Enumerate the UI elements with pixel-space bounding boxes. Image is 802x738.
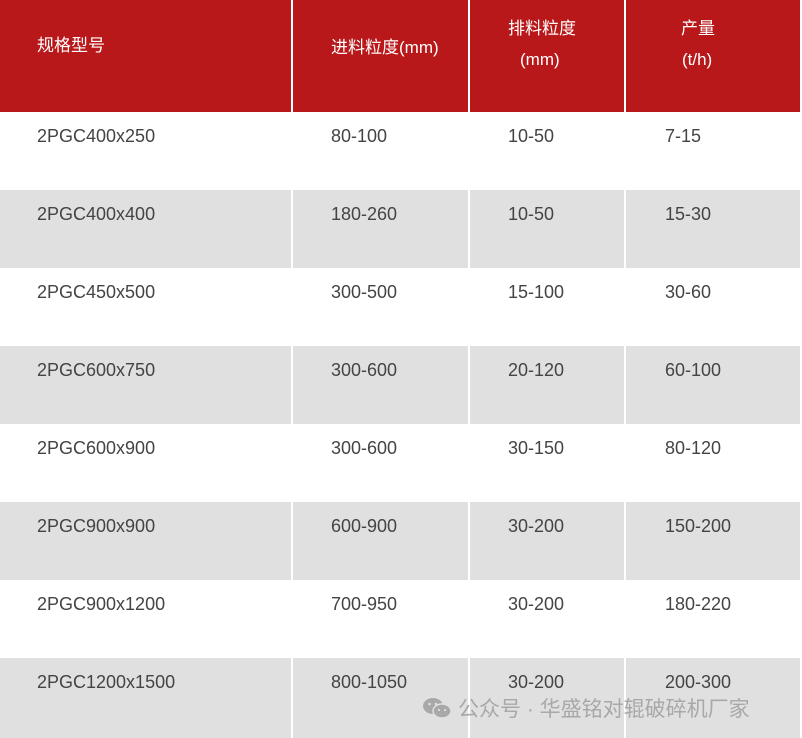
cell-model: 2PGC900x1200	[37, 594, 166, 614]
cell-feed-size: 800-1050	[293, 658, 468, 738]
cell-capacity: 180-220	[665, 594, 732, 614]
cell-capacity: 30-60	[665, 282, 712, 302]
cell-feed-size: 300-600	[331, 438, 398, 458]
cell-model: 2PGC600x900	[37, 438, 156, 458]
cell-model: 2PGC600x750	[0, 346, 291, 424]
table-row: 2PGC900x900 600-900 30-200 150-200	[0, 502, 802, 580]
cell-capacity: 60-100	[626, 346, 800, 424]
cell-discharge-size: 30-150	[508, 438, 565, 458]
table-row: 2PGC400x400 180-260 10-50 15-30	[0, 190, 802, 268]
cell-capacity: 15-30	[626, 190, 800, 268]
header-feed-size: 进料粒度(mm)	[293, 0, 468, 112]
table-row: 2PGC600x750 300-600 20-120 60-100	[0, 346, 802, 424]
cell-discharge-size: 20-120	[470, 346, 624, 424]
table-row: 2PGC1200x1500 800-1050 30-200 200-300	[0, 658, 802, 738]
cell-feed-size: 80-100	[331, 126, 388, 146]
header-model: 规格型号	[0, 0, 291, 112]
cell-model: 2PGC1200x1500	[0, 658, 291, 738]
cell-model: 2PGC900x900	[0, 502, 291, 580]
header-capacity: 产量 (t/h)	[626, 0, 800, 112]
table-row: 2PGC900x1200 700-950 30-200 180-220	[0, 580, 802, 658]
header-capacity-unit: (t/h)	[682, 50, 713, 69]
cell-capacity: 200-300	[626, 658, 800, 738]
cell-model: 2PGC450x500	[37, 282, 156, 302]
cell-capacity: 80-120	[665, 438, 722, 458]
watermark-text: 公众号 · 华盛铭对辊破碎机厂家	[458, 698, 750, 721]
watermark: 公众号 · 华盛铭对辊破碎机厂家	[422, 693, 750, 723]
cell-feed-size: 180-260	[293, 190, 468, 268]
header-discharge-size: 排料粒度 (mm)	[470, 0, 624, 112]
table-row: 2PGC400x250 80-100 10-50 7-15	[0, 112, 802, 190]
header-discharge-size-label: 排料粒度	[508, 19, 576, 38]
cell-capacity: 150-200	[626, 502, 800, 580]
header-capacity-label: 产量	[681, 19, 715, 38]
cell-feed-size: 600-900	[293, 502, 468, 580]
header-feed-size-label: 进料粒度(mm)	[331, 38, 439, 57]
cell-discharge-size: 30-200	[470, 658, 624, 738]
table-row: 2PGC600x900 300-600 30-150 80-120	[0, 424, 802, 502]
cell-feed-size: 700-950	[331, 594, 398, 614]
cell-model: 2PGC400x400	[0, 190, 291, 268]
header-model-label: 规格型号	[37, 36, 105, 55]
table-row: 2PGC450x500 300-500 15-100 30-60	[0, 268, 802, 346]
cell-model: 2PGC400x250	[37, 126, 156, 146]
wechat-icon	[423, 698, 452, 719]
header-discharge-size-unit: (mm)	[520, 50, 560, 69]
cell-discharge-size: 10-50	[470, 190, 624, 268]
cell-discharge-size: 15-100	[508, 282, 565, 302]
cell-feed-size: 300-600	[293, 346, 468, 424]
cell-discharge-size: 10-50	[508, 126, 555, 146]
cell-discharge-size: 30-200	[508, 594, 565, 614]
cell-discharge-size: 30-200	[470, 502, 624, 580]
cell-feed-size: 300-500	[331, 282, 398, 302]
cell-capacity: 7-15	[665, 126, 702, 146]
